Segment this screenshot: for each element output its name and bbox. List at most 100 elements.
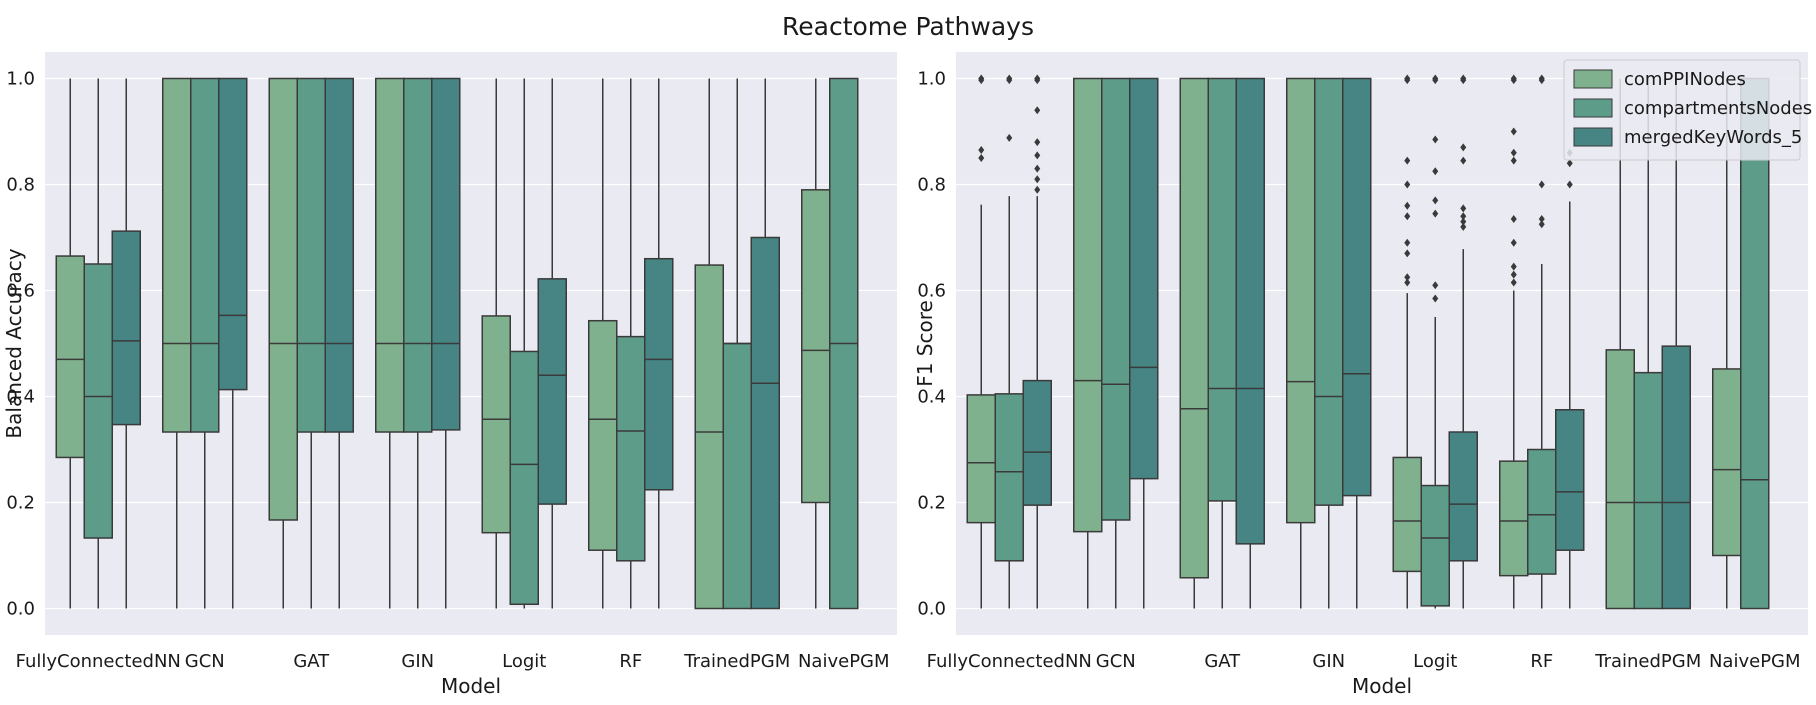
outlier-point (1566, 180, 1573, 189)
legend-label: comPPINodes (1624, 69, 1746, 90)
box-body (1392, 456, 1422, 573)
box-body (162, 77, 192, 433)
box-body (324, 77, 354, 433)
outlier-point (1404, 238, 1411, 247)
box-mergedKeyWords_5-RF (1555, 148, 1585, 609)
outlier-point (1510, 214, 1517, 223)
outlier-point (1460, 217, 1467, 226)
box-comPPINodes-RF (1499, 74, 1529, 609)
box-compartmentsNodes-Logit (1420, 74, 1450, 609)
outlier-point (1034, 151, 1041, 160)
outlier-point (1034, 138, 1041, 147)
legend: comPPINodes compartmentsNodes mergedKeyWor… (1563, 59, 1812, 161)
outlier-point (978, 74, 985, 83)
box-comPPINodes-FullyConnectedNN (966, 74, 996, 609)
legend-frame (1563, 59, 1801, 161)
box-mergedKeyWords_5-GCN (1129, 77, 1159, 609)
box-body (994, 393, 1024, 562)
box-mergedKeyWords_5-Logit (1448, 74, 1478, 609)
box-compartmentsNodes-NaivePGM (829, 77, 859, 610)
box-body (1342, 77, 1372, 497)
box-comPPINodes-NaivePGM (801, 78, 831, 609)
y-axis-label: F1 Score (913, 300, 937, 387)
outlier-point (1510, 238, 1517, 247)
box-compartmentsNodes-TrainedPGM (722, 78, 752, 610)
box-mergedKeyWords_5-GAT (1235, 77, 1265, 609)
x-tick-label: RF (1530, 651, 1553, 672)
box-mergedKeyWords_5-GCN (218, 77, 248, 609)
outlier-point (1510, 156, 1517, 165)
legend-swatch (1573, 69, 1613, 89)
box-body (1129, 77, 1159, 480)
box-mergedKeyWords_5-GAT (324, 77, 354, 609)
y-tick-label: 0.4 (6, 387, 35, 408)
outlier-point (1034, 175, 1041, 184)
outlier-point (1510, 262, 1517, 271)
outlier-point (1006, 133, 1013, 142)
box-comPPINodes-GCN (1073, 77, 1103, 609)
x-axis-label: Model (1352, 674, 1412, 698)
box-body (83, 263, 113, 539)
outlier-point (1510, 127, 1517, 136)
box-body (616, 335, 646, 562)
outlier-point (1460, 143, 1467, 152)
box-body (1420, 484, 1450, 607)
x-tick-label: FullyConnectedNN (16, 651, 181, 672)
box-comPPINodes-Logit (1392, 74, 1422, 609)
legend-label: compartmentsNodes (1624, 98, 1812, 119)
box-body (403, 77, 433, 433)
box-body (1740, 77, 1770, 610)
outlier-point (1510, 148, 1517, 157)
outlier-point (1034, 185, 1041, 194)
box-body (431, 77, 461, 431)
outlier-point (1510, 74, 1517, 83)
box-comPPINodes-Logit (481, 78, 511, 609)
outlier-point (1460, 222, 1467, 231)
y-tick-label: 1.0 (917, 69, 946, 90)
box-mergedKeyWords_5-FullyConnectedNN (111, 78, 141, 609)
box-body (1499, 460, 1529, 577)
box-body (1179, 77, 1209, 579)
outlier-point (978, 154, 985, 162)
box-body (375, 77, 405, 433)
box-body (268, 77, 298, 521)
outlier-point (1432, 167, 1439, 176)
box-body (801, 189, 831, 504)
outlier-point (1034, 74, 1041, 83)
outlier-point (1404, 201, 1411, 210)
box-compartmentsNodes-FullyConnectedNN (994, 74, 1024, 609)
box-body (1527, 448, 1557, 575)
y-axis-label: Balanced Accuracy (2, 248, 26, 438)
y-tick-label: 0.0 (917, 599, 946, 620)
box-body (750, 236, 780, 610)
outlier-point (1404, 249, 1411, 258)
box-body (1633, 371, 1663, 610)
outlier-point (1432, 281, 1439, 290)
box-body (509, 350, 539, 606)
balanced-accuracy-panel: 0.0 0.2 0.4 0.6 0.8 1.0 FullyConnectedNN GCN GAT… (2, 52, 897, 698)
box-body (1207, 77, 1237, 502)
box-body (1712, 368, 1742, 557)
box-body (1235, 77, 1265, 545)
legend-label: mergedKeyWords_5 (1624, 127, 1802, 148)
outlier-point (1510, 278, 1517, 287)
box-body (722, 342, 752, 610)
box-body (1605, 349, 1635, 610)
box-body (55, 255, 85, 459)
y-tick-label: 0.4 (917, 387, 946, 408)
f1-score-panel: 0.0 0.2 0.4 0.6 0.8 1.0 FullyConnectedNN GCN GAT… (913, 52, 1812, 698)
outlier-point (1460, 74, 1467, 83)
box-body (1286, 77, 1316, 524)
box-mergedKeyWords_5-Logit (537, 78, 567, 609)
box-body (1448, 431, 1478, 562)
box-body (1314, 77, 1344, 506)
x-tick-label: FullyConnectedNN (927, 651, 1092, 672)
outlier-point (978, 146, 985, 155)
outlier-point (1460, 204, 1467, 213)
box-comPPINodes-RF (588, 78, 618, 609)
x-axis-label: Model (441, 674, 501, 698)
x-tick-label: Logit (1413, 651, 1457, 672)
y-tick-label: 0.0 (6, 599, 35, 620)
outlier-point (1566, 159, 1573, 168)
